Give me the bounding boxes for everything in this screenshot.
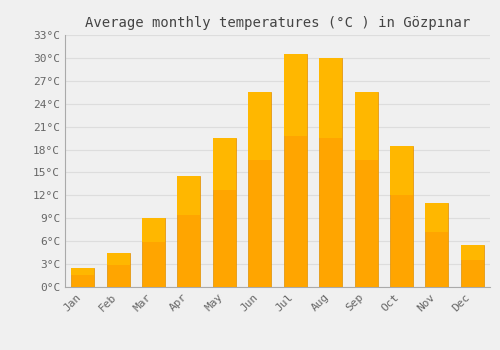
Title: Average monthly temperatures (°C ) in Gözpınar: Average monthly temperatures (°C ) in Gö… (85, 16, 470, 30)
Bar (284, 54, 306, 135)
Bar (178, 176, 201, 215)
Bar (71, 268, 94, 287)
Bar (248, 92, 272, 287)
Bar (106, 253, 130, 265)
Bar (106, 253, 130, 287)
Bar (426, 203, 448, 287)
Bar (390, 146, 413, 287)
Bar (426, 203, 448, 232)
Bar (390, 146, 413, 195)
Bar (319, 58, 342, 287)
Bar (461, 245, 484, 260)
Bar (354, 92, 378, 287)
Bar (461, 245, 484, 287)
Bar (213, 138, 236, 287)
Bar (213, 138, 236, 190)
Bar (319, 58, 342, 138)
Bar (142, 218, 165, 242)
Bar (142, 218, 165, 287)
Bar (284, 54, 306, 287)
Bar (354, 92, 378, 160)
Bar (178, 176, 201, 287)
Bar (248, 92, 272, 160)
Bar (71, 268, 94, 275)
